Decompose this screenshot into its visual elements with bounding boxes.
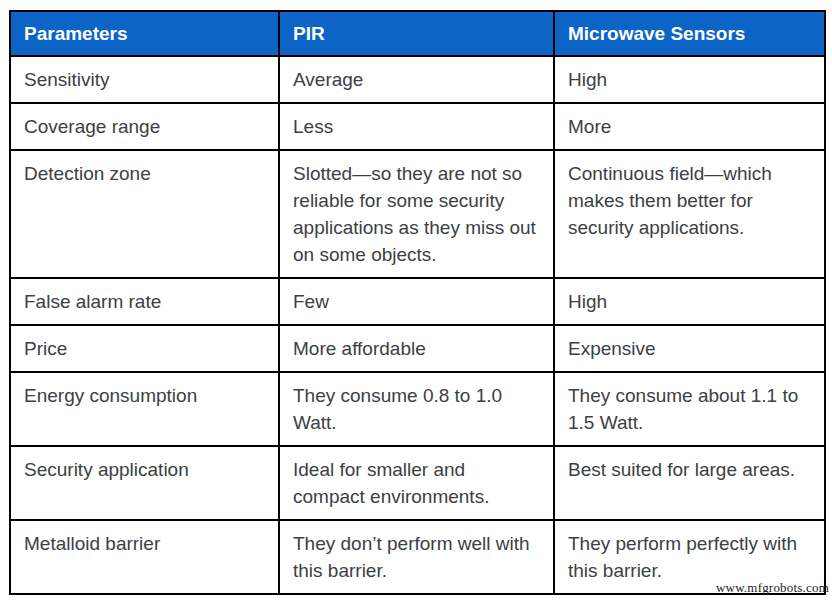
page: Parameters PIR Microwave Sensors Sensiti… xyxy=(0,0,832,601)
parameter-cell: Metalloid barrier xyxy=(10,520,279,594)
watermark: www.mfgrobots.com xyxy=(716,580,829,596)
pir-cell: More affordable xyxy=(279,325,554,372)
sensor-comparison-table: Parameters PIR Microwave Sensors Sensiti… xyxy=(9,10,826,595)
pir-cell: Few xyxy=(279,278,554,325)
pir-cell: Average xyxy=(279,56,554,103)
microwave-cell: Best suited for large areas. xyxy=(554,446,825,520)
microwave-cell: High xyxy=(554,56,825,103)
table-row-metalloid-barrier: Metalloid barrier They don’t perform wel… xyxy=(10,520,825,594)
pir-cell: Ideal for smaller and compact environmen… xyxy=(279,446,554,520)
pir-cell: They don’t perform well with this barrie… xyxy=(279,520,554,594)
parameter-cell: False alarm rate xyxy=(10,278,279,325)
column-header-microwave-sensors: Microwave Sensors xyxy=(554,11,825,56)
table-row-detection-zone: Detection zone Slotted—so they are not s… xyxy=(10,150,825,278)
pir-cell: They consume 0.8 to 1.0 Watt. xyxy=(279,372,554,446)
table-row-coverage-range: Coverage range Less More xyxy=(10,103,825,150)
parameter-cell: Security application xyxy=(10,446,279,520)
header-row: Parameters PIR Microwave Sensors xyxy=(10,11,825,56)
parameter-cell: Detection zone xyxy=(10,150,279,278)
pir-cell: Slotted—so they are not so reliable for … xyxy=(279,150,554,278)
column-header-parameters: Parameters xyxy=(10,11,279,56)
table-row-security-application: Security application Ideal for smaller a… xyxy=(10,446,825,520)
column-header-pir: PIR xyxy=(279,11,554,56)
table-row-false-alarm-rate: False alarm rate Few High xyxy=(10,278,825,325)
pir-cell: Less xyxy=(279,103,554,150)
table-row-sensitivity: Sensitivity Average High xyxy=(10,56,825,103)
microwave-cell: They consume about 1.1 to 1.5 Watt. xyxy=(554,372,825,446)
microwave-cell: More xyxy=(554,103,825,150)
table-row-price: Price More affordable Expensive xyxy=(10,325,825,372)
parameter-cell: Coverage range xyxy=(10,103,279,150)
parameter-cell: Price xyxy=(10,325,279,372)
microwave-cell: Continuous field—which makes them better… xyxy=(554,150,825,278)
microwave-cell: High xyxy=(554,278,825,325)
table-row-energy-consumption: Energy consumption They consume 0.8 to 1… xyxy=(10,372,825,446)
parameter-cell: Sensitivity xyxy=(10,56,279,103)
parameter-cell: Energy consumption xyxy=(10,372,279,446)
microwave-cell: Expensive xyxy=(554,325,825,372)
